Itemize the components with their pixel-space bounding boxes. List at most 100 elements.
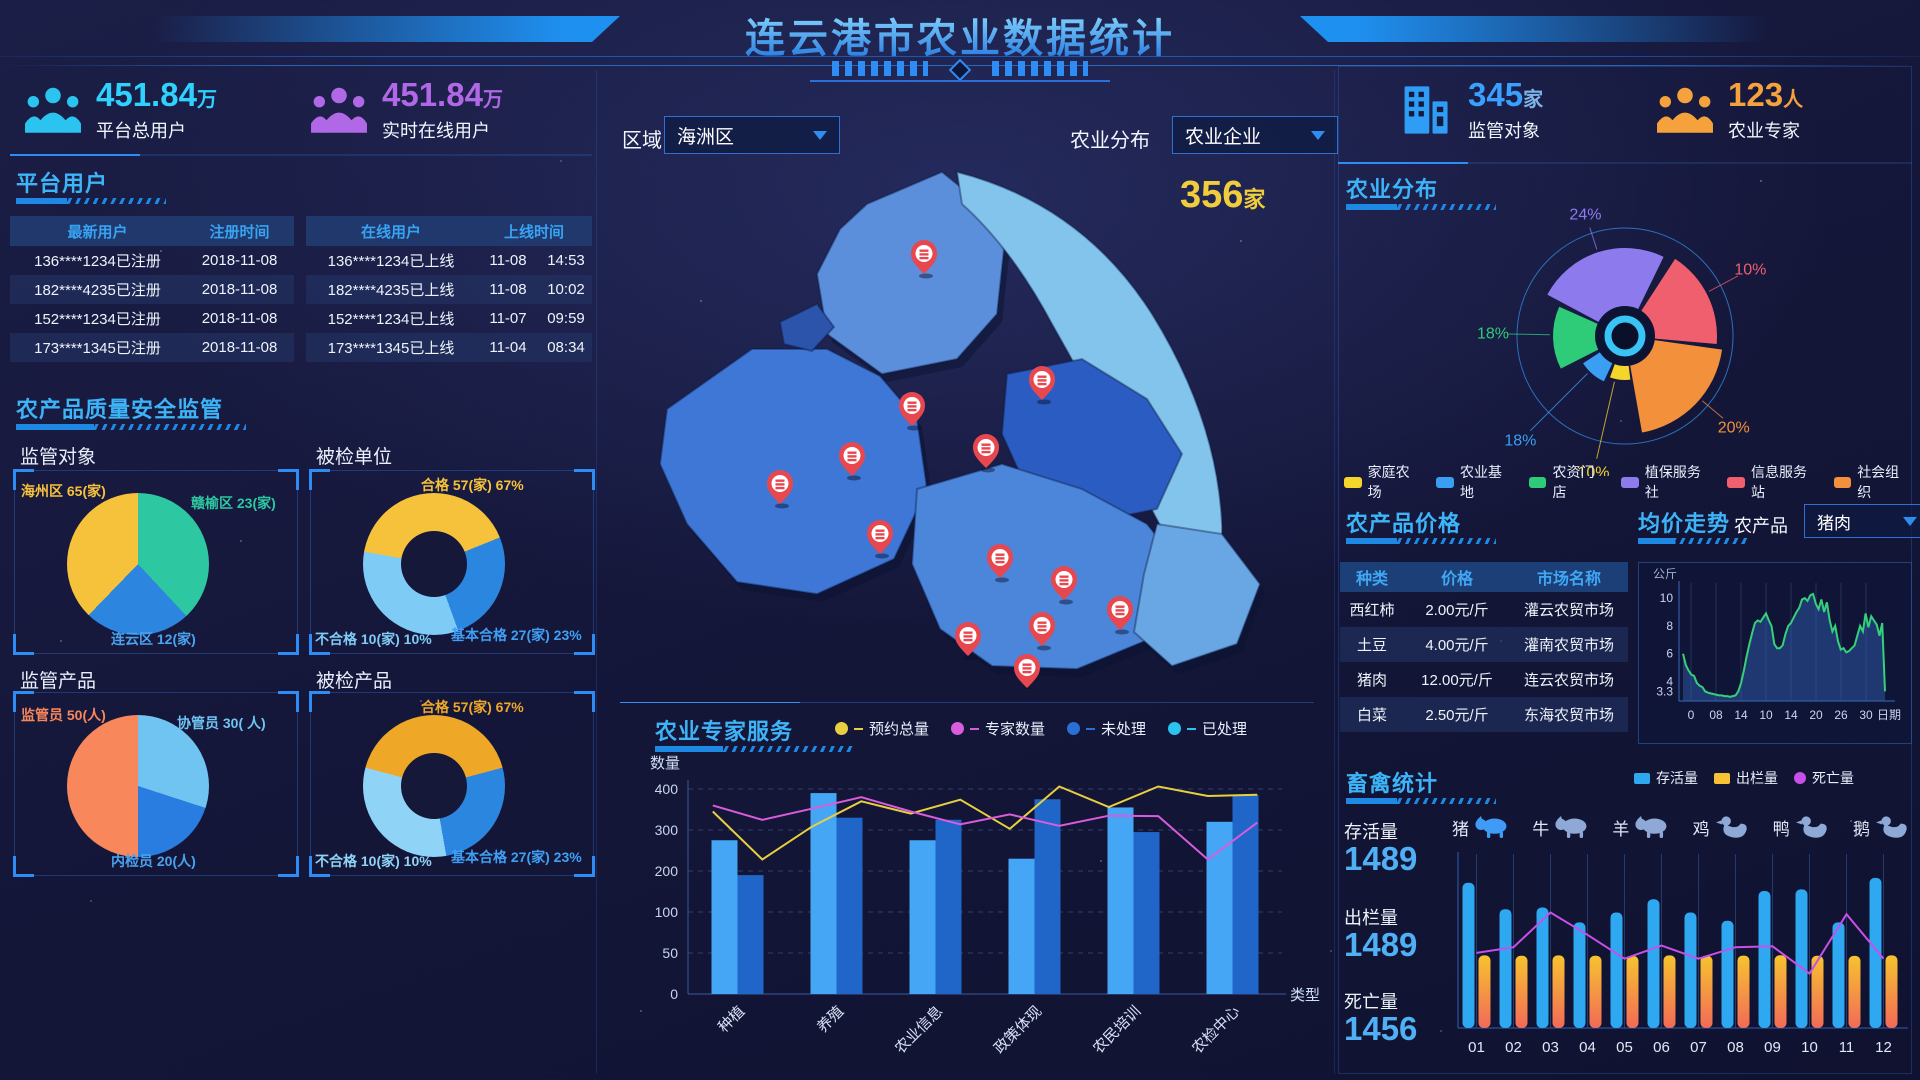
table-header: 在线用户 上线时间	[306, 216, 592, 246]
livestock-chart[interactable]: 01 02 03 04 05 06 07 08 09 10 11 12	[1450, 846, 1910, 1074]
chevron-down-icon	[813, 130, 827, 140]
pie-chart[interactable]	[67, 715, 209, 857]
legend-item[interactable]: 存活量	[1634, 768, 1698, 788]
svg-text:18%: 18%	[1477, 326, 1509, 343]
section-title-expert-service: 农业专家服务	[655, 719, 794, 744]
price-table: 种类 价格 市场名称 西红柿 2.00元/斤 灌云农贸市场 土豆 4.00元/斤 灌南农…	[1340, 562, 1628, 732]
svg-text:30: 30	[1859, 708, 1873, 722]
svg-text:05: 05	[1616, 1039, 1633, 1056]
stat-label: 实时在线用户	[382, 120, 490, 141]
svg-text:政策体现: 政策体现	[991, 1003, 1045, 1057]
svg-text:04: 04	[1579, 1039, 1596, 1056]
svg-text:12: 12	[1875, 1039, 1892, 1056]
legend-item[interactable]: 家庭农场	[1344, 462, 1422, 502]
users-online-icon	[310, 83, 368, 137]
animal-tab-chicken[interactable]: 鸡	[1693, 814, 1750, 840]
lv-stat-value: 1456	[1344, 1010, 1418, 1047]
legend-item[interactable]: 死亡量	[1794, 768, 1854, 788]
sheep-icon	[1635, 814, 1669, 840]
price-trend-chart[interactable]: 公斤 0 08 14 10 14 20 26 30 日期 10 8 6 43.3	[1639, 563, 1911, 743]
experts-icon	[1656, 83, 1714, 137]
svg-text:09: 09	[1764, 1039, 1781, 1056]
table-header: 最新用户 注册时间	[10, 216, 294, 246]
building-icon	[1396, 83, 1454, 137]
lv-stat-label: 死亡量	[1344, 992, 1398, 1012]
chicken-icon	[1716, 814, 1750, 840]
legend-item[interactable]: 农业基地	[1436, 462, 1514, 502]
animal-tab-cow[interactable]: 牛	[1532, 814, 1589, 840]
chevron-down-icon	[1903, 516, 1917, 526]
legend-item[interactable]: 预约总量	[835, 718, 929, 739]
table-row: 152****1234已注册 2018-11-08	[34, 310, 278, 328]
title-deco	[1346, 538, 1496, 544]
distribution-rose-chart[interactable]: 24% 10% 20% 10% 18% 18%	[1338, 194, 1912, 476]
svg-text:06: 06	[1653, 1039, 1670, 1056]
animal-tab-sheep[interactable]: 羊	[1612, 814, 1669, 840]
table-row: 土豆 4.00元/斤 灌南农贸市场	[1340, 627, 1628, 662]
svg-text:日期: 日期	[1877, 708, 1901, 722]
pie-subtitle: 监管对象	[20, 447, 97, 468]
section-title-price: 农产品价格	[1346, 511, 1462, 536]
animal-tab-pig[interactable]: 猪	[1452, 814, 1509, 840]
section-title-platform-users: 平台用户	[16, 171, 109, 196]
animal-tabs: 猪 牛 羊 鸡 鸭 鹅	[1452, 814, 1910, 840]
trend-chart-box: 公斤 0 08 14 10 14 20 26 30 日期 10 8 6 4 3.3	[1638, 562, 1912, 744]
pie-box-inspected-product: 合格 57(家) 67% 不合格 10(家) 10% 基本合格 27(家) 23…	[309, 691, 595, 877]
distribution-select[interactable]: 农业企业	[1172, 116, 1338, 154]
svg-text:03: 03	[1542, 1039, 1559, 1056]
animal-tab-duck[interactable]: 鸭	[1773, 814, 1830, 840]
cow-icon	[1555, 814, 1589, 840]
legend-item[interactable]: 社会组织	[1833, 462, 1912, 502]
donut-chart[interactable]	[363, 715, 505, 857]
product-select[interactable]: 猪肉	[1804, 504, 1920, 538]
title-deco	[16, 424, 246, 430]
legend-item[interactable]: 出栏量	[1714, 768, 1778, 788]
legend-item[interactable]: 信息服务站	[1727, 462, 1819, 502]
table-row: 136****1234已上线 11-08 14:53	[327, 252, 585, 270]
region-select[interactable]: 海洲区	[664, 116, 840, 154]
svg-text:20%: 20%	[1718, 419, 1750, 436]
section-title-livestock: 畜禽统计	[1346, 771, 1439, 796]
rose-legend: 家庭农场 农业基地 农资门店 植保服务社 信息服务站 社会组织	[1344, 462, 1912, 502]
svg-text:公斤: 公斤	[1653, 567, 1677, 581]
table-row: 白菜 2.50元/斤 东海农贸市场	[1340, 697, 1628, 732]
table-row: 152****1234已上线 11-07 09:59	[327, 310, 585, 328]
svg-text:26: 26	[1834, 708, 1848, 722]
svg-text:08: 08	[1727, 1039, 1744, 1056]
legend-item[interactable]: 专家数量	[951, 718, 1045, 739]
left-panel: 451.84万 平台总用户 451.84万 实时在线用户 平台用户 最新用户 注…	[10, 70, 595, 1075]
stat-experts: 123人 农业专家	[1656, 76, 1803, 143]
legend-item[interactable]: 已处理	[1168, 718, 1247, 739]
donut-chart[interactable]	[363, 493, 505, 635]
table-row: 西红柿 2.00元/斤 灌云农贸市场	[1349, 602, 1614, 619]
region-map[interactable]	[612, 144, 1327, 689]
divider	[10, 154, 592, 156]
pie-subtitle: 监管产品	[20, 671, 97, 692]
pie-chart[interactable]	[67, 493, 209, 635]
svg-text:300: 300	[655, 822, 679, 838]
separator-right	[1334, 70, 1335, 1074]
legend-item[interactable]: 未处理	[1067, 718, 1146, 739]
pie-box-supervision-object: 海州区 65(家) 赣榆区 23(家) 连云区 12(家)	[13, 469, 299, 655]
online-users-table: 在线用户 上线时间 136****1234已上线 11-08 14:53 182**…	[306, 216, 592, 362]
stat-value: 123	[1728, 76, 1784, 113]
svg-text:农检中心: 农检中心	[1189, 1003, 1243, 1057]
legend-item[interactable]: 植保服务社	[1621, 462, 1713, 502]
header-emblem	[810, 58, 1110, 82]
animal-tab-goose[interactable]: 鹅	[1853, 814, 1910, 840]
section-title-supervision: 农产品质量安全监管	[16, 397, 224, 422]
separator-left	[596, 70, 597, 1074]
expert-legend: 预约总量 专家数量 未处理 已处理	[835, 718, 1247, 739]
pie-subtitle: 被检单位	[316, 447, 393, 468]
svg-text:10%: 10%	[1734, 261, 1766, 278]
legend-item[interactable]: 农资门店	[1528, 462, 1607, 502]
svg-text:10: 10	[1759, 708, 1773, 722]
svg-text:18%: 18%	[1504, 433, 1536, 450]
svg-text:01: 01	[1468, 1039, 1485, 1056]
users-icon	[24, 83, 82, 137]
goose-icon	[1876, 814, 1910, 840]
svg-text:10: 10	[1660, 591, 1674, 605]
lv-stat-label: 存活量	[1344, 822, 1398, 842]
divider	[1338, 162, 1912, 164]
